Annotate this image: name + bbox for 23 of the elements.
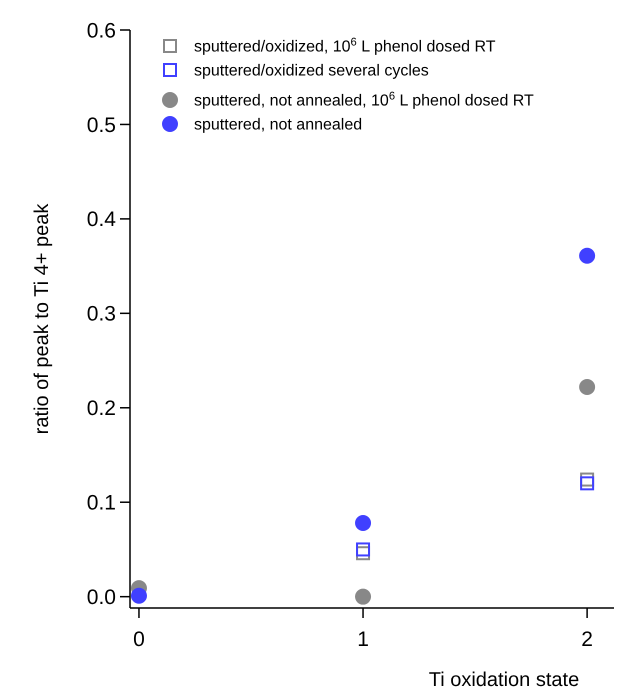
y-tick-label: 0.3 [86, 302, 116, 326]
point [580, 476, 594, 490]
point [356, 542, 370, 556]
point [130, 588, 147, 604]
legend-label: sputtered/oxidized, 10$^{6}$ L phenol dosed RT [194, 36, 496, 56]
y-tick-label: 0.5 [86, 114, 116, 137]
x-axis-title: Ti oxidation state [428, 669, 580, 691]
legend-label: sputtered, not annealed [194, 116, 362, 134]
point [355, 588, 372, 605]
x-tick-label: 2 [581, 628, 593, 651]
point [579, 379, 596, 395]
y-tick-label: 0.1 [86, 492, 116, 515]
x-tick-label: 0 [133, 628, 145, 651]
point [355, 515, 372, 531]
legend-label: sputtered/oxidized several cycles [194, 62, 429, 80]
y-tick-label: 0.2 [86, 397, 116, 420]
y-tick-label: 0.0 [86, 586, 116, 610]
legend-label: sputtered, not annealed, 10$^{6}$ L phenol dosed RT [194, 90, 534, 110]
y-tick-label: 0.6 [86, 19, 116, 42]
x-tick-label: 1 [357, 628, 369, 651]
y-axis-title: ratio of peak to Ti 4+ peak [31, 202, 53, 434]
y-tick-label: 0.4 [86, 208, 116, 232]
point [579, 248, 596, 264]
